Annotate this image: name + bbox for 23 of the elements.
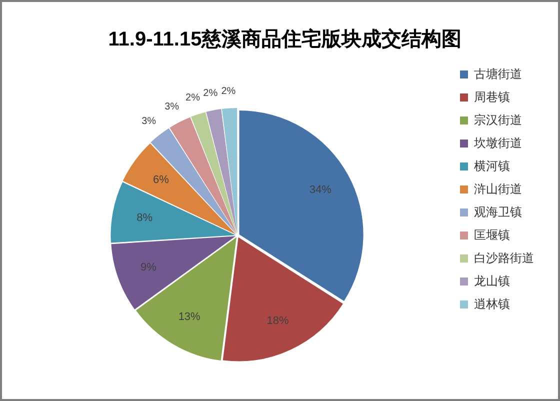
data-label: 8% (136, 212, 153, 224)
legend-label: 宗汉街道 (474, 112, 522, 127)
data-label: 6% (152, 174, 170, 186)
legend-label: 古塘街道 (474, 66, 522, 81)
data-label: 13% (178, 310, 201, 323)
legend-label: 观海卫镇 (474, 204, 522, 219)
data-label: 3% (142, 116, 156, 127)
legend-label: 横河镇 (474, 158, 510, 173)
data-label: 9% (140, 262, 157, 274)
data-label: 3% (164, 101, 180, 112)
chart-title: 11.9-11.15慈溪商品住宅版块成交结构图 (108, 28, 462, 51)
data-label: 34% (309, 184, 332, 196)
legend-label: 匡堰镇 (474, 228, 510, 242)
data-label: 2% (221, 86, 236, 97)
legend-label: 逍林镇 (474, 296, 510, 311)
legend-label: 白沙路街道 (474, 250, 534, 265)
legend-label: 龙山镇 (474, 274, 510, 288)
legend-label: 浒山街道 (474, 182, 522, 196)
data-label: 18% (266, 315, 290, 328)
data-label: 2% (203, 88, 218, 100)
legend-label: 坎墩街道 (473, 136, 522, 150)
legend-label: 周巷镇 (474, 90, 510, 104)
data-label: 2% (186, 92, 200, 104)
